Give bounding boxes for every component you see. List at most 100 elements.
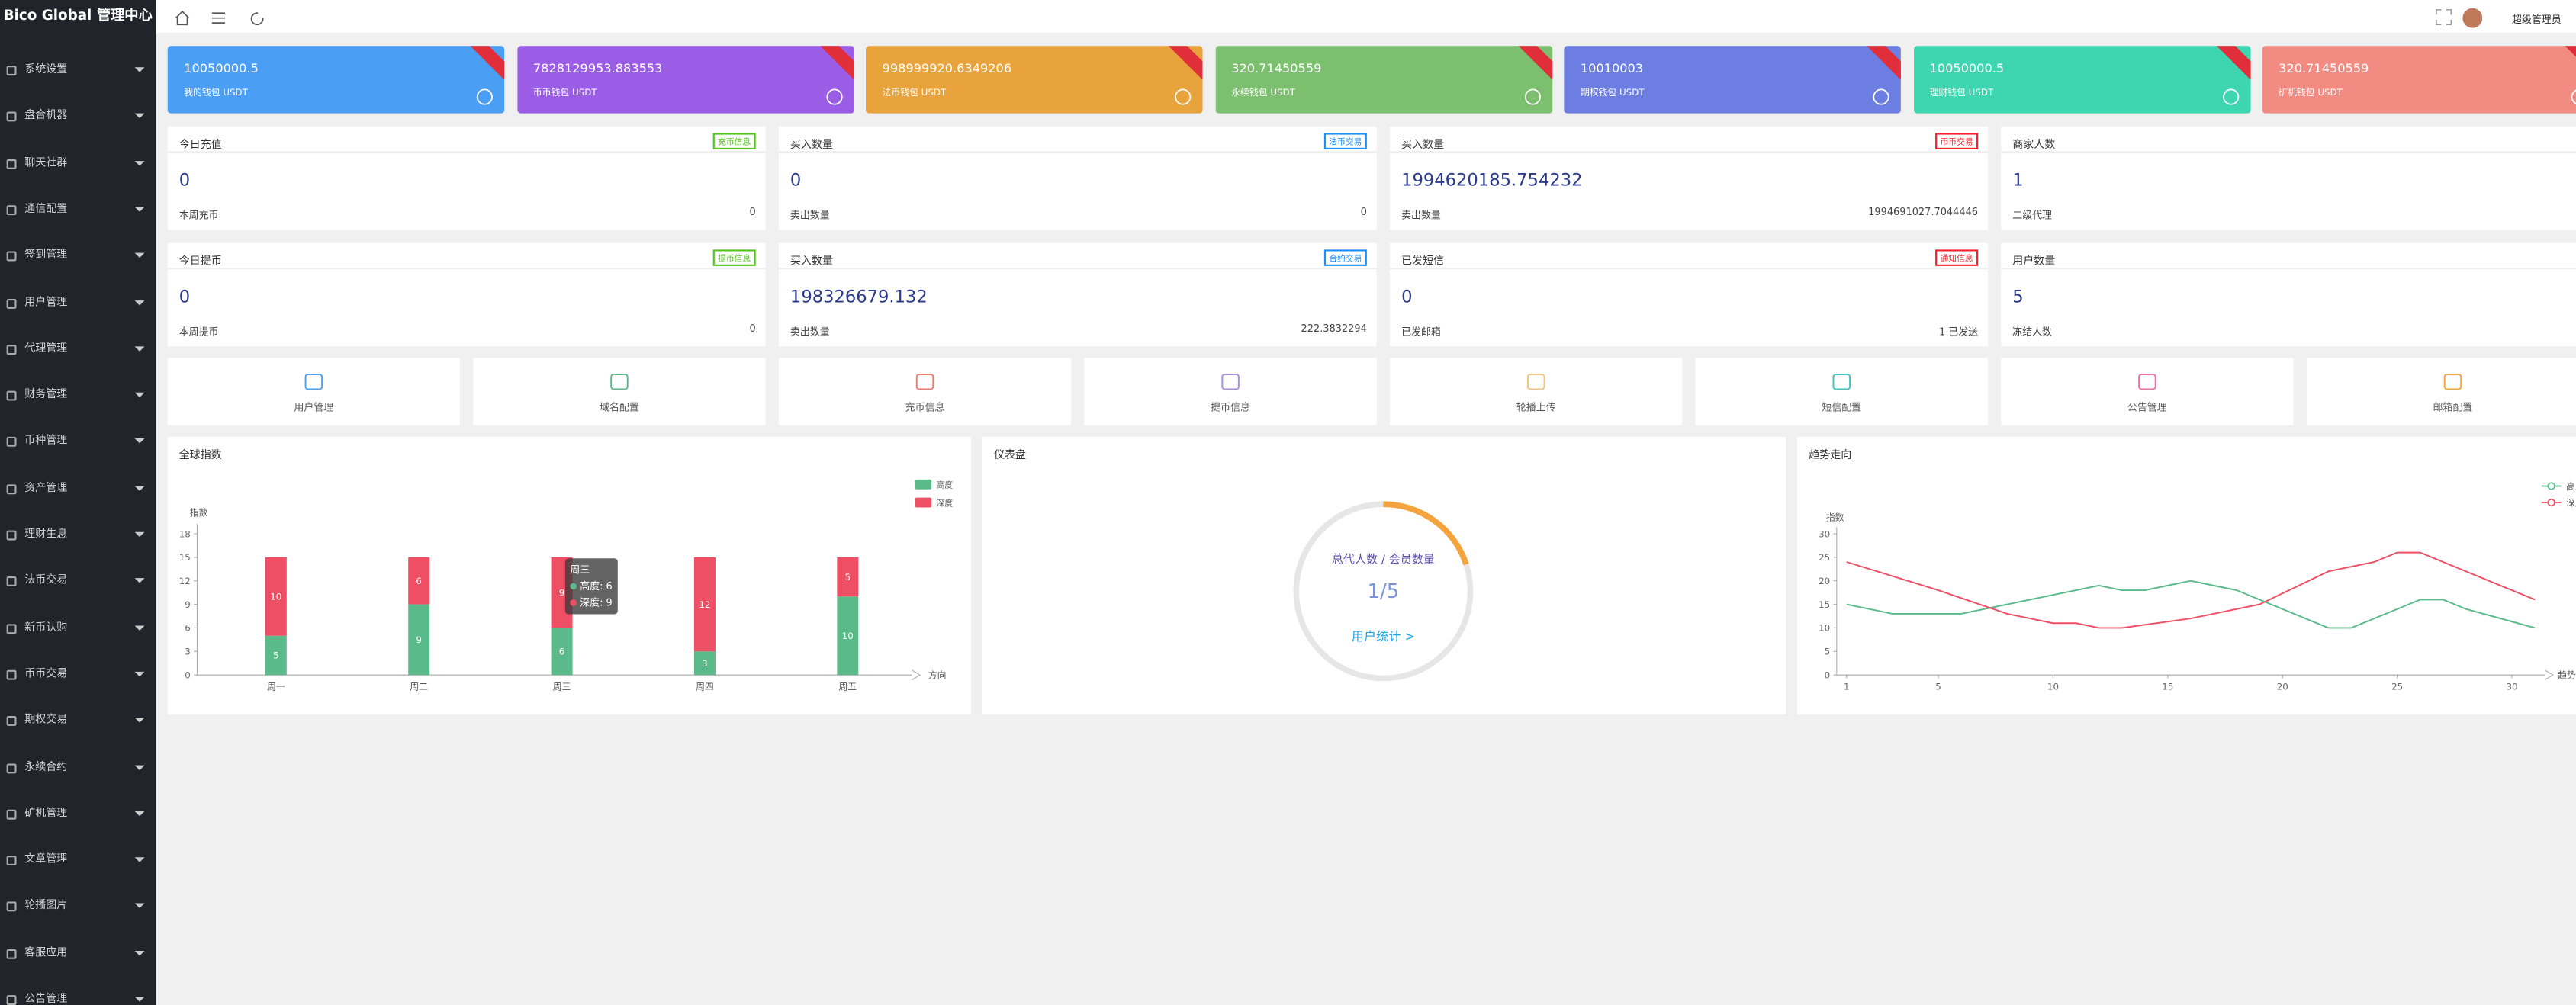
wallet-value: 320.71450559 <box>1231 60 1322 76</box>
shortcut-label: 公告管理 <box>2127 402 2167 414</box>
fullscreen-icon[interactable] <box>2433 7 2483 30</box>
gauge-link[interactable]: 用户统计 > <box>1352 629 1415 644</box>
legend-label: 高度 <box>2566 481 2576 492</box>
y-axis-label: 指数 <box>190 507 208 518</box>
stat-foot-value: 1 已发送 <box>1938 326 1979 339</box>
menu-item[interactable]: 公告管理 <box>0 975 156 1005</box>
legend-swatch <box>915 479 932 490</box>
stat-value: 0 <box>178 170 191 191</box>
x-tick-label: 20 <box>2277 682 2288 692</box>
menu-item[interactable]: 资产管理 <box>0 464 156 510</box>
wallet-icon-shape <box>476 88 493 105</box>
bar <box>265 635 287 676</box>
wallet-value: 7828129953.883553 <box>532 60 663 76</box>
y-tick-label: 3 <box>185 647 191 657</box>
menu-item[interactable]: 期权交易 <box>0 697 156 743</box>
chart: 总代人数 / 会员数量 1/5 用户统计 > <box>1293 501 1474 682</box>
stat-foot-value: 1994691027.7044446 <box>1868 207 1979 219</box>
value-label: 6 <box>416 576 422 586</box>
shortcut-label: 提币信息 <box>1211 402 1250 414</box>
shortcut[interactable]: 充币信息 <box>778 358 1072 425</box>
menu-item[interactable]: 币种管理 <box>0 418 156 464</box>
y-tick-label: 6 <box>185 623 191 634</box>
wallet-label: 矿机钱包 USDT <box>2279 88 2343 99</box>
wallet-card: 320.71450559 矿机钱包 USDT <box>2262 46 2576 114</box>
stat-foot: 卖出数量 <box>1401 210 1441 222</box>
divider <box>778 151 1377 153</box>
user-name[interactable]: 超级管理员 <box>2512 14 2562 27</box>
stat-title: 今日提币 <box>178 254 222 268</box>
shortcut[interactable]: 用户管理 <box>167 358 461 425</box>
bar <box>408 604 430 676</box>
legend-label: 高度 <box>937 480 954 490</box>
shortcut-icon-shape <box>1526 374 1545 390</box>
tooltip-value: 9 <box>606 598 613 609</box>
shortcut[interactable]: 短信配置 <box>1695 358 1988 425</box>
shortcut-icon-shape <box>304 374 323 390</box>
ribbon <box>2208 46 2250 85</box>
shortcut-label: 轮播上传 <box>1516 402 1556 414</box>
shortcut[interactable]: 域名配置 <box>473 358 766 425</box>
menu-item[interactable]: 代理管理 <box>0 325 156 371</box>
x-axis-label: 趋势 <box>2558 669 2576 680</box>
menu-item[interactable]: 系统设置 <box>0 46 156 92</box>
y-tick-label: 10 <box>1819 623 1830 634</box>
x-tick-label: 周一 <box>267 682 285 692</box>
menu-item[interactable]: 矿机管理 <box>0 789 156 835</box>
shortcut[interactable]: 提币信息 <box>1084 358 1377 425</box>
wallet-value: 10050000.5 <box>1929 60 2005 76</box>
menu-item[interactable]: 新币认购 <box>0 604 156 650</box>
gauge-caption: 总代人数 / 会员数量 <box>1332 553 1435 567</box>
stat-foot-value: 0 <box>1360 207 1367 219</box>
menu-item[interactable]: 聊天社群 <box>0 139 156 185</box>
stat-card: 今日提币 提币信息 0 本周提币 0 <box>167 242 766 347</box>
x-tick-label: 30 <box>2506 682 2517 692</box>
wallet-label: 法币钱包 USDT <box>882 88 947 99</box>
shortcut-label: 充币信息 <box>905 402 945 414</box>
y-tick-label: 0 <box>185 669 191 680</box>
shortcut-label: 域名配置 <box>600 402 639 414</box>
legend-label: 深度 <box>937 498 954 508</box>
chart-title: 仪表盘 <box>993 448 1026 462</box>
chart-panel: 仪表盘 总代人数 / 会员数量 1/5 用户统计 > <box>982 436 1786 714</box>
menu-item[interactable]: 法币交易 <box>0 557 156 603</box>
divider <box>167 151 766 153</box>
menu-item[interactable]: 通信配置 <box>0 185 156 231</box>
gauge-numerator: 1 <box>1368 580 1380 603</box>
shortcut[interactable]: 邮箱配置 <box>2306 358 2576 425</box>
chart-panel: 全球指数 指数 0 3 6 9 12 15 18 方向 周一 5 10 周二 9 6 周三 6 9 周四 3 12 周五 10… <box>167 436 971 714</box>
shortcut[interactable]: 公告管理 <box>2001 358 2294 425</box>
menu-item[interactable]: 币币交易 <box>0 650 156 696</box>
x-tick-label: 15 <box>2162 682 2173 692</box>
shortcut-icon <box>2443 374 2462 390</box>
divider <box>2001 151 2576 153</box>
axis-arrow <box>912 669 921 681</box>
tooltip-title: 周三 <box>570 565 590 576</box>
menu-item[interactable]: 理财生息 <box>0 511 156 557</box>
wallet-card: 998999920.6349206 法币钱包 USDT <box>866 46 1203 114</box>
tooltip <box>564 558 618 615</box>
axis-arrow <box>2544 669 2554 681</box>
menu-item[interactable]: 盘合机器 <box>0 92 156 138</box>
wallet-icon-shape <box>1873 88 1889 105</box>
menu-item[interactable]: 文章管理 <box>0 836 156 881</box>
x-axis-label: 方向 <box>928 669 947 680</box>
wallet-card: 10050000.5 我的钱包 USDT <box>167 46 505 114</box>
wallet-label: 永续钱包 USDT <box>1231 88 1295 99</box>
menu-item[interactable]: 用户管理 <box>0 278 156 324</box>
toolbar-icons[interactable] <box>172 8 271 28</box>
menu-item[interactable]: 轮播图片 <box>0 882 156 928</box>
gauge-arc <box>1383 501 1469 566</box>
bar <box>837 596 859 676</box>
menu-item[interactable]: 客服应用 <box>0 929 156 974</box>
stat-title: 买入数量 <box>790 137 833 152</box>
stat-foot-value: 222.3832294 <box>1301 323 1367 336</box>
chart: 指数0369121518方向周一510周二96周三69周四312周五105高度深… <box>179 479 954 692</box>
menu-item[interactable]: 永续合约 <box>0 743 156 789</box>
shortcut[interactable]: 轮播上传 <box>1390 358 1683 425</box>
menu-item[interactable]: 签到管理 <box>0 232 156 278</box>
menu-item[interactable]: 财务管理 <box>0 371 156 417</box>
stat-title: 已发短信 <box>1401 254 1445 268</box>
stat-tag: 合约交易 <box>1323 249 1367 266</box>
